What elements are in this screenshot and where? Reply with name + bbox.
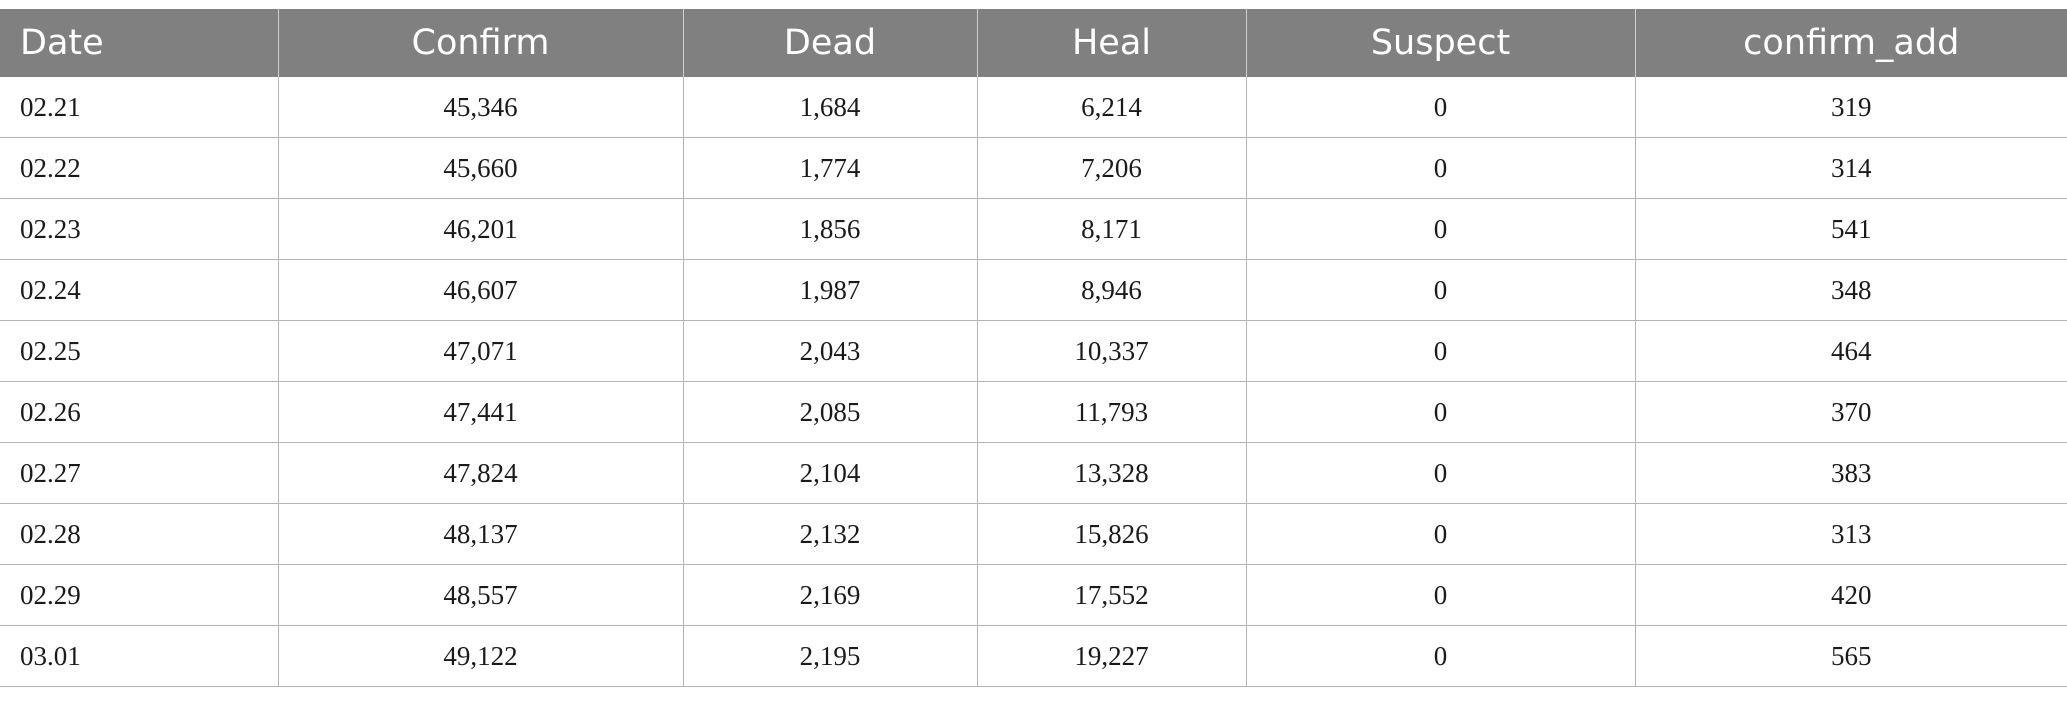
cell-heal: 19,227 [977,625,1247,687]
cell-dead: 2,169 [683,564,978,626]
cell-confirm: 45,660 [278,137,684,199]
cell-suspect: 0 [1246,442,1636,504]
cell-confirm-add: 348 [1635,259,2067,321]
cell-confirm-add: 319 [1635,77,2067,138]
cell-suspect: 0 [1246,198,1636,260]
cell-confirm: 48,557 [278,564,684,626]
cell-dead: 2,195 [683,625,978,687]
cell-date: 02.23 [0,198,279,260]
table-header: Date Confirm Dead Heal Suspect confirm_a… [0,9,2067,77]
cell-date: 02.22 [0,137,279,199]
cell-date: 02.29 [0,564,279,626]
cell-confirm-add: 565 [1635,625,2067,687]
cell-suspect: 0 [1246,77,1636,138]
cell-heal: 10,337 [977,320,1247,382]
cell-suspect: 0 [1246,259,1636,321]
table-row: 02.27 47,824 2,104 13,328 0 383 [0,442,2067,504]
cell-dead: 1,774 [683,137,978,199]
header-row: Date Confirm Dead Heal Suspect confirm_a… [0,9,2067,77]
cell-confirm: 49,122 [278,625,684,687]
cell-confirm-add: 314 [1635,137,2067,199]
cell-dead: 2,043 [683,320,978,382]
column-header-dead: Dead [683,9,978,77]
cell-heal: 11,793 [977,381,1247,443]
cell-confirm: 46,201 [278,198,684,260]
cell-confirm-add: 420 [1635,564,2067,626]
data-table-container: Date Confirm Dead Heal Suspect confirm_a… [0,9,2067,687]
table-row: 03.01 49,122 2,195 19,227 0 565 [0,625,2067,687]
cell-confirm-add: 383 [1635,442,2067,504]
table-row: 02.25 47,071 2,043 10,337 0 464 [0,320,2067,382]
table-row: 02.28 48,137 2,132 15,826 0 313 [0,503,2067,565]
cell-date: 02.24 [0,259,279,321]
cell-heal: 15,826 [977,503,1247,565]
data-table: Date Confirm Dead Heal Suspect confirm_a… [0,9,2067,687]
cell-heal: 13,328 [977,442,1247,504]
cell-date: 02.21 [0,77,279,138]
cell-confirm-add: 464 [1635,320,2067,382]
cell-confirm: 48,137 [278,503,684,565]
cell-confirm: 45,346 [278,77,684,138]
cell-suspect: 0 [1246,137,1636,199]
cell-date: 03.01 [0,625,279,687]
cell-dead: 2,104 [683,442,978,504]
table-row: 02.26 47,441 2,085 11,793 0 370 [0,381,2067,443]
cell-confirm: 46,607 [278,259,684,321]
cell-confirm: 47,441 [278,381,684,443]
table-row: 02.23 46,201 1,856 8,171 0 541 [0,198,2067,260]
column-header-heal: Heal [977,9,1247,77]
cell-heal: 17,552 [977,564,1247,626]
cell-confirm-add: 541 [1635,198,2067,260]
table-row: 02.24 46,607 1,987 8,946 0 348 [0,259,2067,321]
cell-suspect: 0 [1246,503,1636,565]
cell-dead: 1,987 [683,259,978,321]
cell-suspect: 0 [1246,320,1636,382]
cell-dead: 2,132 [683,503,978,565]
cell-dead: 2,085 [683,381,978,443]
cell-date: 02.26 [0,381,279,443]
cell-confirm: 47,824 [278,442,684,504]
cell-confirm-add: 370 [1635,381,2067,443]
column-header-date: Date [0,9,279,77]
cell-dead: 1,684 [683,77,978,138]
cell-heal: 8,171 [977,198,1247,260]
cell-suspect: 0 [1246,381,1636,443]
cell-suspect: 0 [1246,564,1636,626]
cell-dead: 1,856 [683,198,978,260]
cell-suspect: 0 [1246,625,1636,687]
cell-date: 02.28 [0,503,279,565]
table-row: 02.29 48,557 2,169 17,552 0 420 [0,564,2067,626]
column-header-confirm: Confirm [278,9,684,77]
table-body: 02.21 45,346 1,684 6,214 0 319 02.22 45,660 1,77… [0,77,2067,687]
cell-heal: 7,206 [977,137,1247,199]
cell-heal: 6,214 [977,77,1247,138]
cell-date: 02.25 [0,320,279,382]
cell-confirm: 47,071 [278,320,684,382]
column-header-suspect: Suspect [1246,9,1636,77]
cell-heal: 8,946 [977,259,1247,321]
column-header-confirm-add: confirm_add [1635,9,2067,77]
table-row: 02.21 45,346 1,684 6,214 0 319 [0,77,2067,138]
cell-confirm-add: 313 [1635,503,2067,565]
cell-date: 02.27 [0,442,279,504]
table-row: 02.22 45,660 1,774 7,206 0 314 [0,137,2067,199]
